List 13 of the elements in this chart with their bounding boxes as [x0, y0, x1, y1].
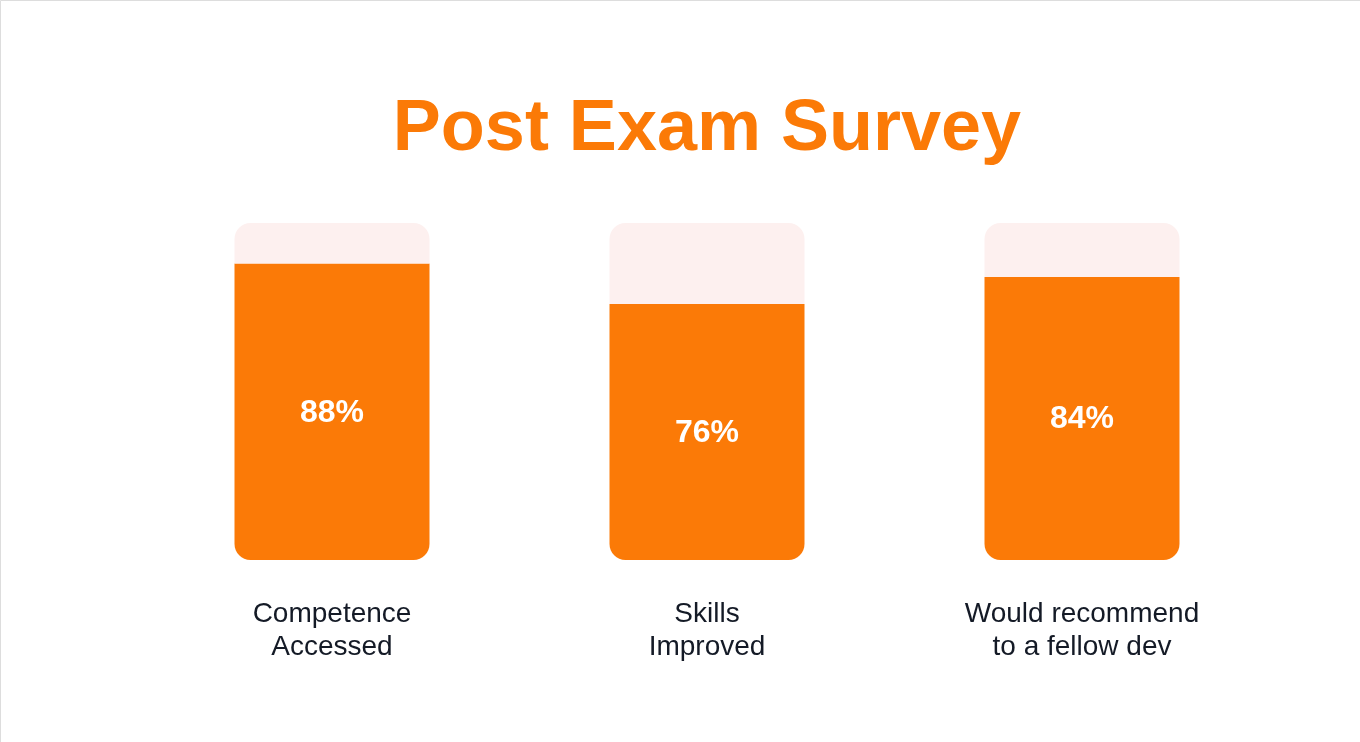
- x-tick-label: Skills Improved: [648, 597, 766, 661]
- data-label: 88%: [299, 392, 365, 429]
- bar: [609, 303, 805, 560]
- bar: [984, 276, 1180, 560]
- bar: [234, 223, 430, 264]
- chart-title: Post Exam Survey: [392, 85, 1022, 165]
- x-tick-label: Competence Accessed: [252, 597, 412, 661]
- data-label: 84%: [1049, 399, 1115, 436]
- bar: [234, 263, 430, 560]
- x-tick-label: Would recommend to a fellow dev: [964, 597, 1200, 661]
- bar: [609, 223, 805, 304]
- bar: [984, 223, 1180, 277]
- data-label: 76%: [674, 412, 740, 449]
